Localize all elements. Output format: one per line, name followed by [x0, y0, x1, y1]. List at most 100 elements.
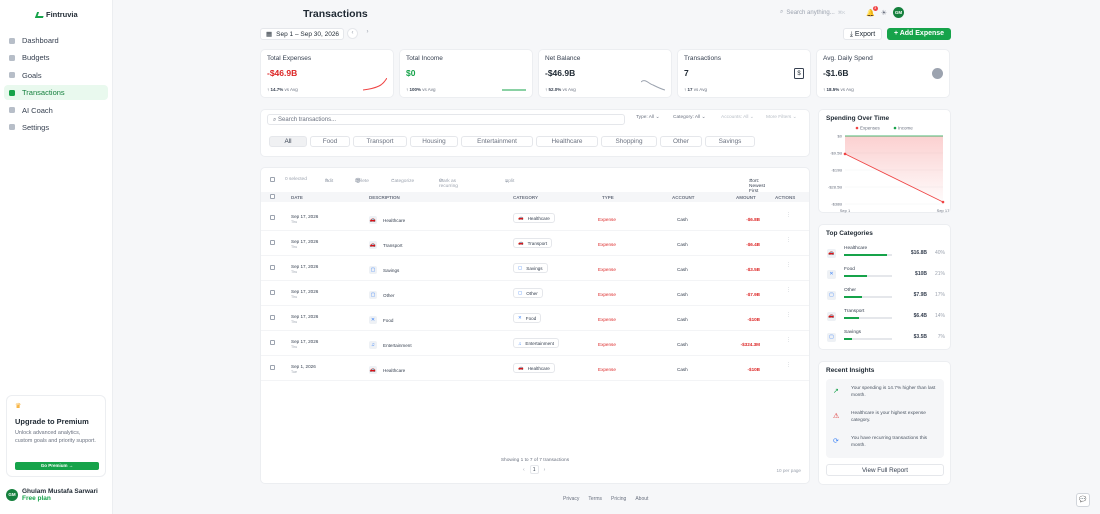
sidebar-item-ai-coach[interactable]: AI Coach	[4, 103, 108, 118]
footer-link-about[interactable]: About	[635, 496, 649, 502]
row-category-badge[interactable]: ♫ Entertainment	[513, 338, 559, 348]
table-row[interactable]: Sep 17, 2026 Thu 🚗 Transport 🚗 Transport Expen…	[261, 231, 809, 256]
col-description[interactable]: DESCRIPTION	[369, 195, 400, 200]
row-category-badge[interactable]: 🚗 Healthcare	[513, 363, 555, 373]
tab-other[interactable]: Other	[660, 136, 702, 147]
category-filter[interactable]: Category: All ⌄	[673, 115, 706, 120]
row-checkbox[interactable]	[270, 340, 275, 345]
row-checkbox[interactable]	[270, 215, 275, 220]
footer-link-pricing[interactable]: Pricing	[611, 496, 627, 502]
row-day: Thu	[291, 320, 298, 324]
sun-icon[interactable]: ☀	[880, 9, 887, 17]
top-category-other[interactable]: ▢ Other $7.9B 17%	[827, 288, 945, 306]
expenses-point	[941, 200, 945, 204]
page-number[interactable]: 1	[529, 465, 539, 474]
kpi-change-suffix: vs Avg	[422, 87, 436, 92]
table-row[interactable]: Sep 17, 2026 Thu 🚗 Healthcare 🚗 Healthcare Exp…	[261, 206, 809, 231]
transactions-table: 0 selected ✎ Edit 🗑 Delete Categorize ⌄ …	[260, 167, 810, 484]
next-period-button[interactable]: ›	[362, 28, 373, 39]
transaction-search-input[interactable]: ⌕ Search transactions...	[267, 114, 625, 125]
avatar[interactable]: GM	[893, 7, 904, 18]
app-name: Fintruvia	[46, 10, 78, 19]
next-page-button[interactable]: ›	[543, 466, 546, 473]
kpi-card-total-expenses: Total Expenses -$46.9B ↑ 14.7% vs Avg	[260, 49, 394, 98]
row-category-badge[interactable]: ▢ Savings	[513, 263, 548, 273]
car-icon: 🚗	[369, 216, 377, 224]
export-button[interactable]: ⤓ Export	[843, 28, 882, 40]
sidebar-item-settings[interactable]: Settings	[4, 120, 108, 135]
row-checkbox[interactable]	[270, 365, 275, 370]
table-row[interactable]: Sep 1, 2026 Tue 🚗 Healthcare 🚗 Healthcare Expe…	[261, 356, 809, 381]
sidebar-item-transactions[interactable]: Transactions	[4, 85, 108, 101]
col-type[interactable]: TYPE	[602, 195, 614, 200]
global-search-input[interactable]: Search anything...	[786, 9, 835, 16]
tab-healthcare[interactable]: Healthcare	[536, 136, 598, 147]
select-all-checkbox[interactable]	[270, 177, 275, 182]
top-category-savings[interactable]: ▢ Savings $3.5B 7%	[827, 330, 945, 348]
row-actions-menu[interactable]: ⋮	[786, 212, 791, 218]
col-amount[interactable]: AMOUNT	[736, 195, 756, 200]
add-expense-button[interactable]: + Add Expense	[887, 28, 951, 40]
tab-all[interactable]: All	[269, 136, 307, 147]
go-premium-button[interactable]: Go Premium →	[15, 462, 99, 470]
row-actions-menu[interactable]: ⋮	[786, 362, 791, 368]
logo[interactable]: Fintruvia	[34, 10, 78, 19]
categorize-button[interactable]: Categorize ⌄	[391, 177, 415, 184]
top-category-transport[interactable]: 🚗 Transport $6.4B 14%	[827, 309, 945, 327]
tab-savings[interactable]: Savings	[705, 136, 755, 147]
sidebar-nav: Dashboard Budgets Goals Transactions AI Coac…	[4, 33, 108, 137]
top-category-healthcare[interactable]: 🚗 Healthcare $16.8B 40%	[827, 246, 945, 264]
row-checkbox[interactable]	[270, 290, 275, 295]
bell-icon[interactable]: 🔔 3	[866, 5, 878, 17]
prev-period-button[interactable]: ‹	[347, 28, 358, 39]
tab-food[interactable]: Food	[310, 136, 350, 147]
table-row[interactable]: Sep 17, 2026 Thu ♫ Entertainment ♫ Entertainm…	[261, 331, 809, 356]
row-checkbox[interactable]	[270, 315, 275, 320]
per-page-select[interactable]: 10 per page	[776, 468, 801, 473]
table-row[interactable]: Sep 17, 2026 Thu ▢ Savings ▢ Savings Expense Ca…	[261, 256, 809, 281]
table-row[interactable]: Sep 17, 2026 Thu ▢ Other ▢ Other Expense Cash -$…	[261, 281, 809, 306]
row-actions-menu[interactable]: ⋮	[786, 262, 791, 268]
row-checkbox[interactable]	[270, 265, 275, 270]
row-category-badge[interactable]: 🚗 Transport	[513, 238, 553, 248]
footer-link-terms[interactable]: Terms	[588, 496, 603, 502]
tab-housing[interactable]: Housing	[410, 136, 458, 147]
more-filters-button[interactable]: More Filters ⌄	[766, 115, 797, 120]
tab-shopping[interactable]: Shopping	[601, 136, 657, 147]
user-profile[interactable]: GM Ghulam Mustafa Sarwari Free plan	[6, 488, 98, 502]
col-account[interactable]: ACCOUNT	[672, 195, 695, 200]
top-category-food[interactable]: ✕ Food $10B 21%	[827, 267, 945, 285]
col-date[interactable]: DATE	[291, 195, 303, 200]
view-full-report-button[interactable]: View Full Report	[826, 464, 944, 476]
tab-transport[interactable]: Transport	[353, 136, 407, 147]
global-search[interactable]: ⌕ Search anything... ⌘K	[780, 9, 860, 16]
row-checkbox[interactable]	[270, 240, 275, 245]
sidebar-item-budgets[interactable]: Budgets	[4, 50, 108, 65]
row-description-text: Entertainment	[383, 342, 412, 348]
sidebar-item-dashboard[interactable]: Dashboard	[4, 33, 108, 48]
row-category-badge[interactable]: 🚗 Healthcare	[513, 213, 555, 223]
prev-page-button[interactable]: ‹	[523, 466, 525, 473]
car-icon: 🚗	[369, 366, 377, 374]
type-filter[interactable]: Type: All ⌄	[636, 115, 660, 120]
footer-link-privacy[interactable]: Privacy	[563, 496, 580, 502]
chat-icon[interactable]: 💬	[1076, 493, 1090, 507]
page-title: Transactions	[303, 8, 368, 20]
table-row[interactable]: Sep 17, 2026 Thu ✕ Food ✕ Food Expense Cash -$10…	[261, 306, 809, 331]
row-category-badge[interactable]: ✕ Food	[513, 313, 542, 323]
accounts-filter[interactable]: Accounts: All ⌄	[721, 115, 754, 120]
row-actions-menu[interactable]: ⋮	[786, 237, 791, 243]
row-amount: -$6.8B	[746, 217, 760, 222]
tab-entertainment[interactable]: Entertainment	[461, 136, 533, 147]
row-actions-menu[interactable]: ⋮	[786, 287, 791, 293]
row-actions-menu[interactable]: ⋮	[786, 312, 791, 318]
sort-dropdown[interactable]: Sort: Newest First ⌄	[749, 177, 765, 194]
col-category[interactable]: CATEGORY	[513, 195, 539, 200]
row-account: Cash	[677, 317, 688, 322]
header-checkbox[interactable]	[270, 194, 275, 199]
row-category-badge[interactable]: ▢ Other	[513, 288, 543, 298]
date-range-picker[interactable]: ▦ Sep 1 – Sep 30, 2026	[260, 28, 344, 40]
row-date: Sep 17, 2026	[291, 264, 319, 269]
sidebar-item-goals[interactable]: Goals	[4, 68, 108, 83]
row-actions-menu[interactable]: ⋮	[786, 337, 791, 343]
